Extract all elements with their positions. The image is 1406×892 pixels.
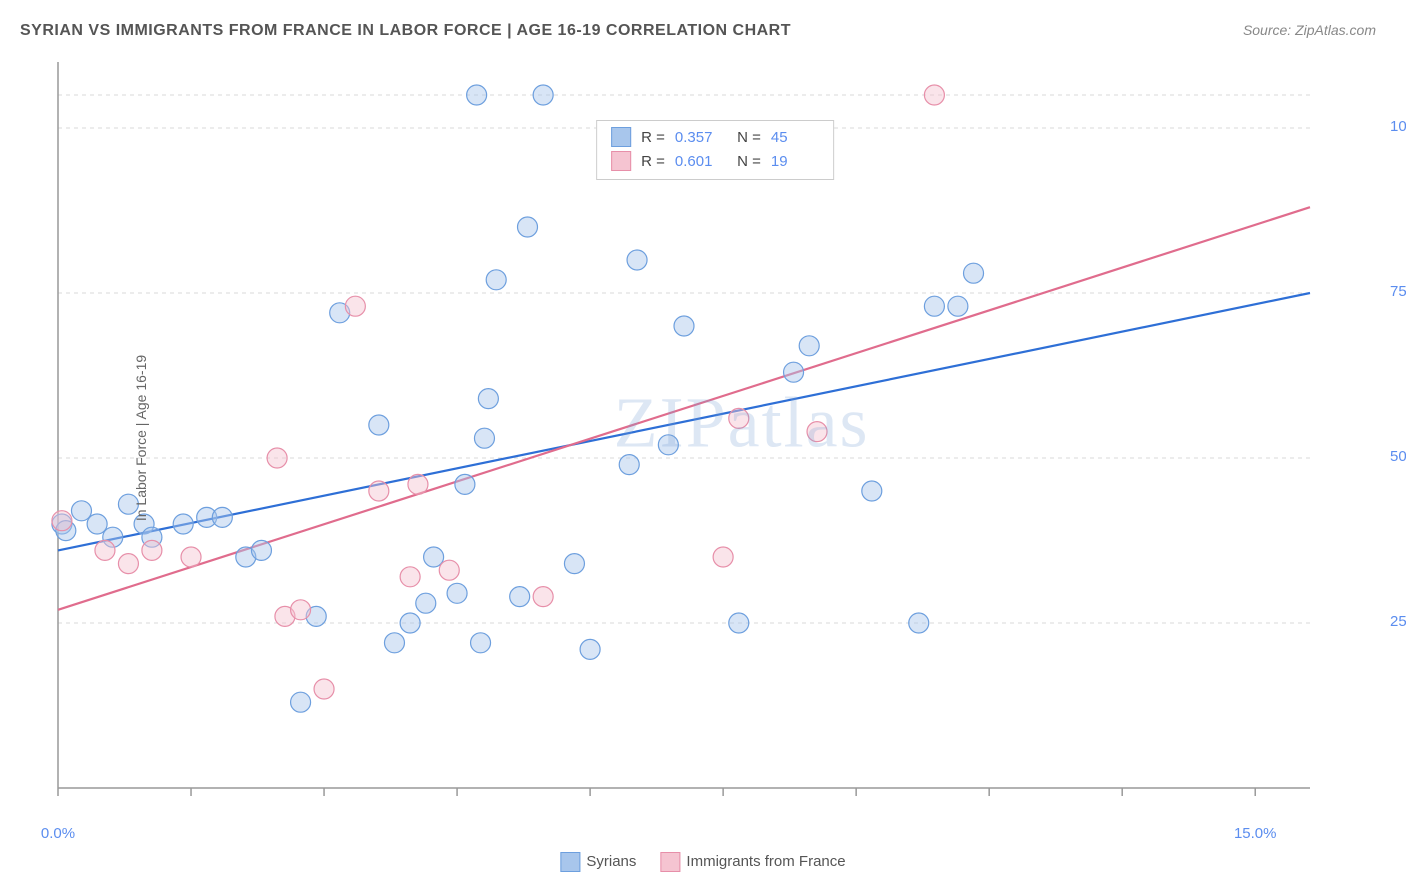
legend-swatch: [660, 852, 680, 872]
legend-swatch: [611, 151, 631, 171]
data-point: [173, 514, 193, 534]
correlation-legend: R = 0.357 N = 45R = 0.601 N = 19: [596, 120, 834, 180]
data-point: [486, 270, 506, 290]
data-point: [533, 587, 553, 607]
data-point: [862, 481, 882, 501]
scatter-plot: In Labor Force | Age 16-19 ZIPatlas R = …: [50, 58, 1380, 818]
stat-n-value: 45: [771, 129, 819, 146]
data-point: [713, 547, 733, 567]
y-tick-label: 100.0%: [1390, 118, 1406, 135]
stat-n-label: N =: [733, 129, 761, 146]
stat-r-label: R =: [641, 129, 665, 146]
legend-label: Syrians: [586, 853, 636, 870]
stat-n-label: N =: [733, 153, 761, 170]
data-point: [95, 540, 115, 560]
data-point: [384, 633, 404, 653]
data-point: [909, 613, 929, 633]
data-point: [212, 507, 232, 527]
data-point: [416, 593, 436, 613]
data-point: [471, 633, 491, 653]
data-point: [52, 511, 72, 531]
legend-label: Immigrants from France: [686, 853, 845, 870]
data-point: [87, 514, 107, 534]
data-point: [964, 263, 984, 283]
data-point: [439, 560, 459, 580]
data-point: [251, 540, 271, 560]
data-point: [619, 455, 639, 475]
y-tick-label: 50.0%: [1390, 448, 1406, 465]
data-point: [948, 296, 968, 316]
stat-r-value: 0.357: [675, 129, 723, 146]
stat-r-label: R =: [641, 153, 665, 170]
data-point: [424, 547, 444, 567]
data-point: [408, 474, 428, 494]
y-axis-label: In Labor Force | Age 16-19: [133, 355, 149, 521]
data-point: [658, 435, 678, 455]
data-point: [924, 85, 944, 105]
data-point: [478, 389, 498, 409]
legend-swatch: [611, 127, 631, 147]
data-point: [455, 474, 475, 494]
data-point: [400, 613, 420, 633]
x-tick-label: 0.0%: [41, 825, 75, 842]
legend-item: Immigrants from France: [660, 852, 845, 872]
data-point: [564, 554, 584, 574]
data-point: [142, 540, 162, 560]
data-point: [369, 481, 389, 501]
data-point: [729, 613, 749, 633]
data-point: [369, 415, 389, 435]
data-point: [799, 336, 819, 356]
data-point: [71, 501, 91, 521]
chart-title: SYRIAN VS IMMIGRANTS FROM FRANCE IN LABO…: [20, 22, 791, 40]
data-point: [267, 448, 287, 468]
y-tick-label: 75.0%: [1390, 283, 1406, 300]
legend-stat-row: R = 0.601 N = 19: [611, 149, 819, 173]
data-point: [291, 692, 311, 712]
data-point: [400, 567, 420, 587]
data-point: [314, 679, 334, 699]
legend-stat-row: R = 0.357 N = 45: [611, 125, 819, 149]
data-point: [510, 587, 530, 607]
data-point: [518, 217, 538, 237]
data-point: [474, 428, 494, 448]
legend-swatch: [560, 852, 580, 872]
data-point: [291, 600, 311, 620]
data-point: [467, 85, 487, 105]
data-point: [447, 583, 467, 603]
data-point: [118, 554, 138, 574]
data-point: [627, 250, 647, 270]
data-point: [345, 296, 365, 316]
data-point: [729, 408, 749, 428]
data-point: [924, 296, 944, 316]
data-point: [533, 85, 553, 105]
data-point: [181, 547, 201, 567]
series-legend: Syrians Immigrants from France: [560, 852, 845, 872]
y-tick-label: 25.0%: [1390, 613, 1406, 630]
stat-r-value: 0.601: [675, 153, 723, 170]
data-point: [674, 316, 694, 336]
x-tick-label: 15.0%: [1234, 825, 1277, 842]
stat-n-value: 19: [771, 153, 819, 170]
data-point: [580, 639, 600, 659]
legend-item: Syrians: [560, 852, 636, 872]
source-attribution: Source: ZipAtlas.com: [1243, 22, 1376, 38]
data-point: [784, 362, 804, 382]
data-point: [807, 422, 827, 442]
